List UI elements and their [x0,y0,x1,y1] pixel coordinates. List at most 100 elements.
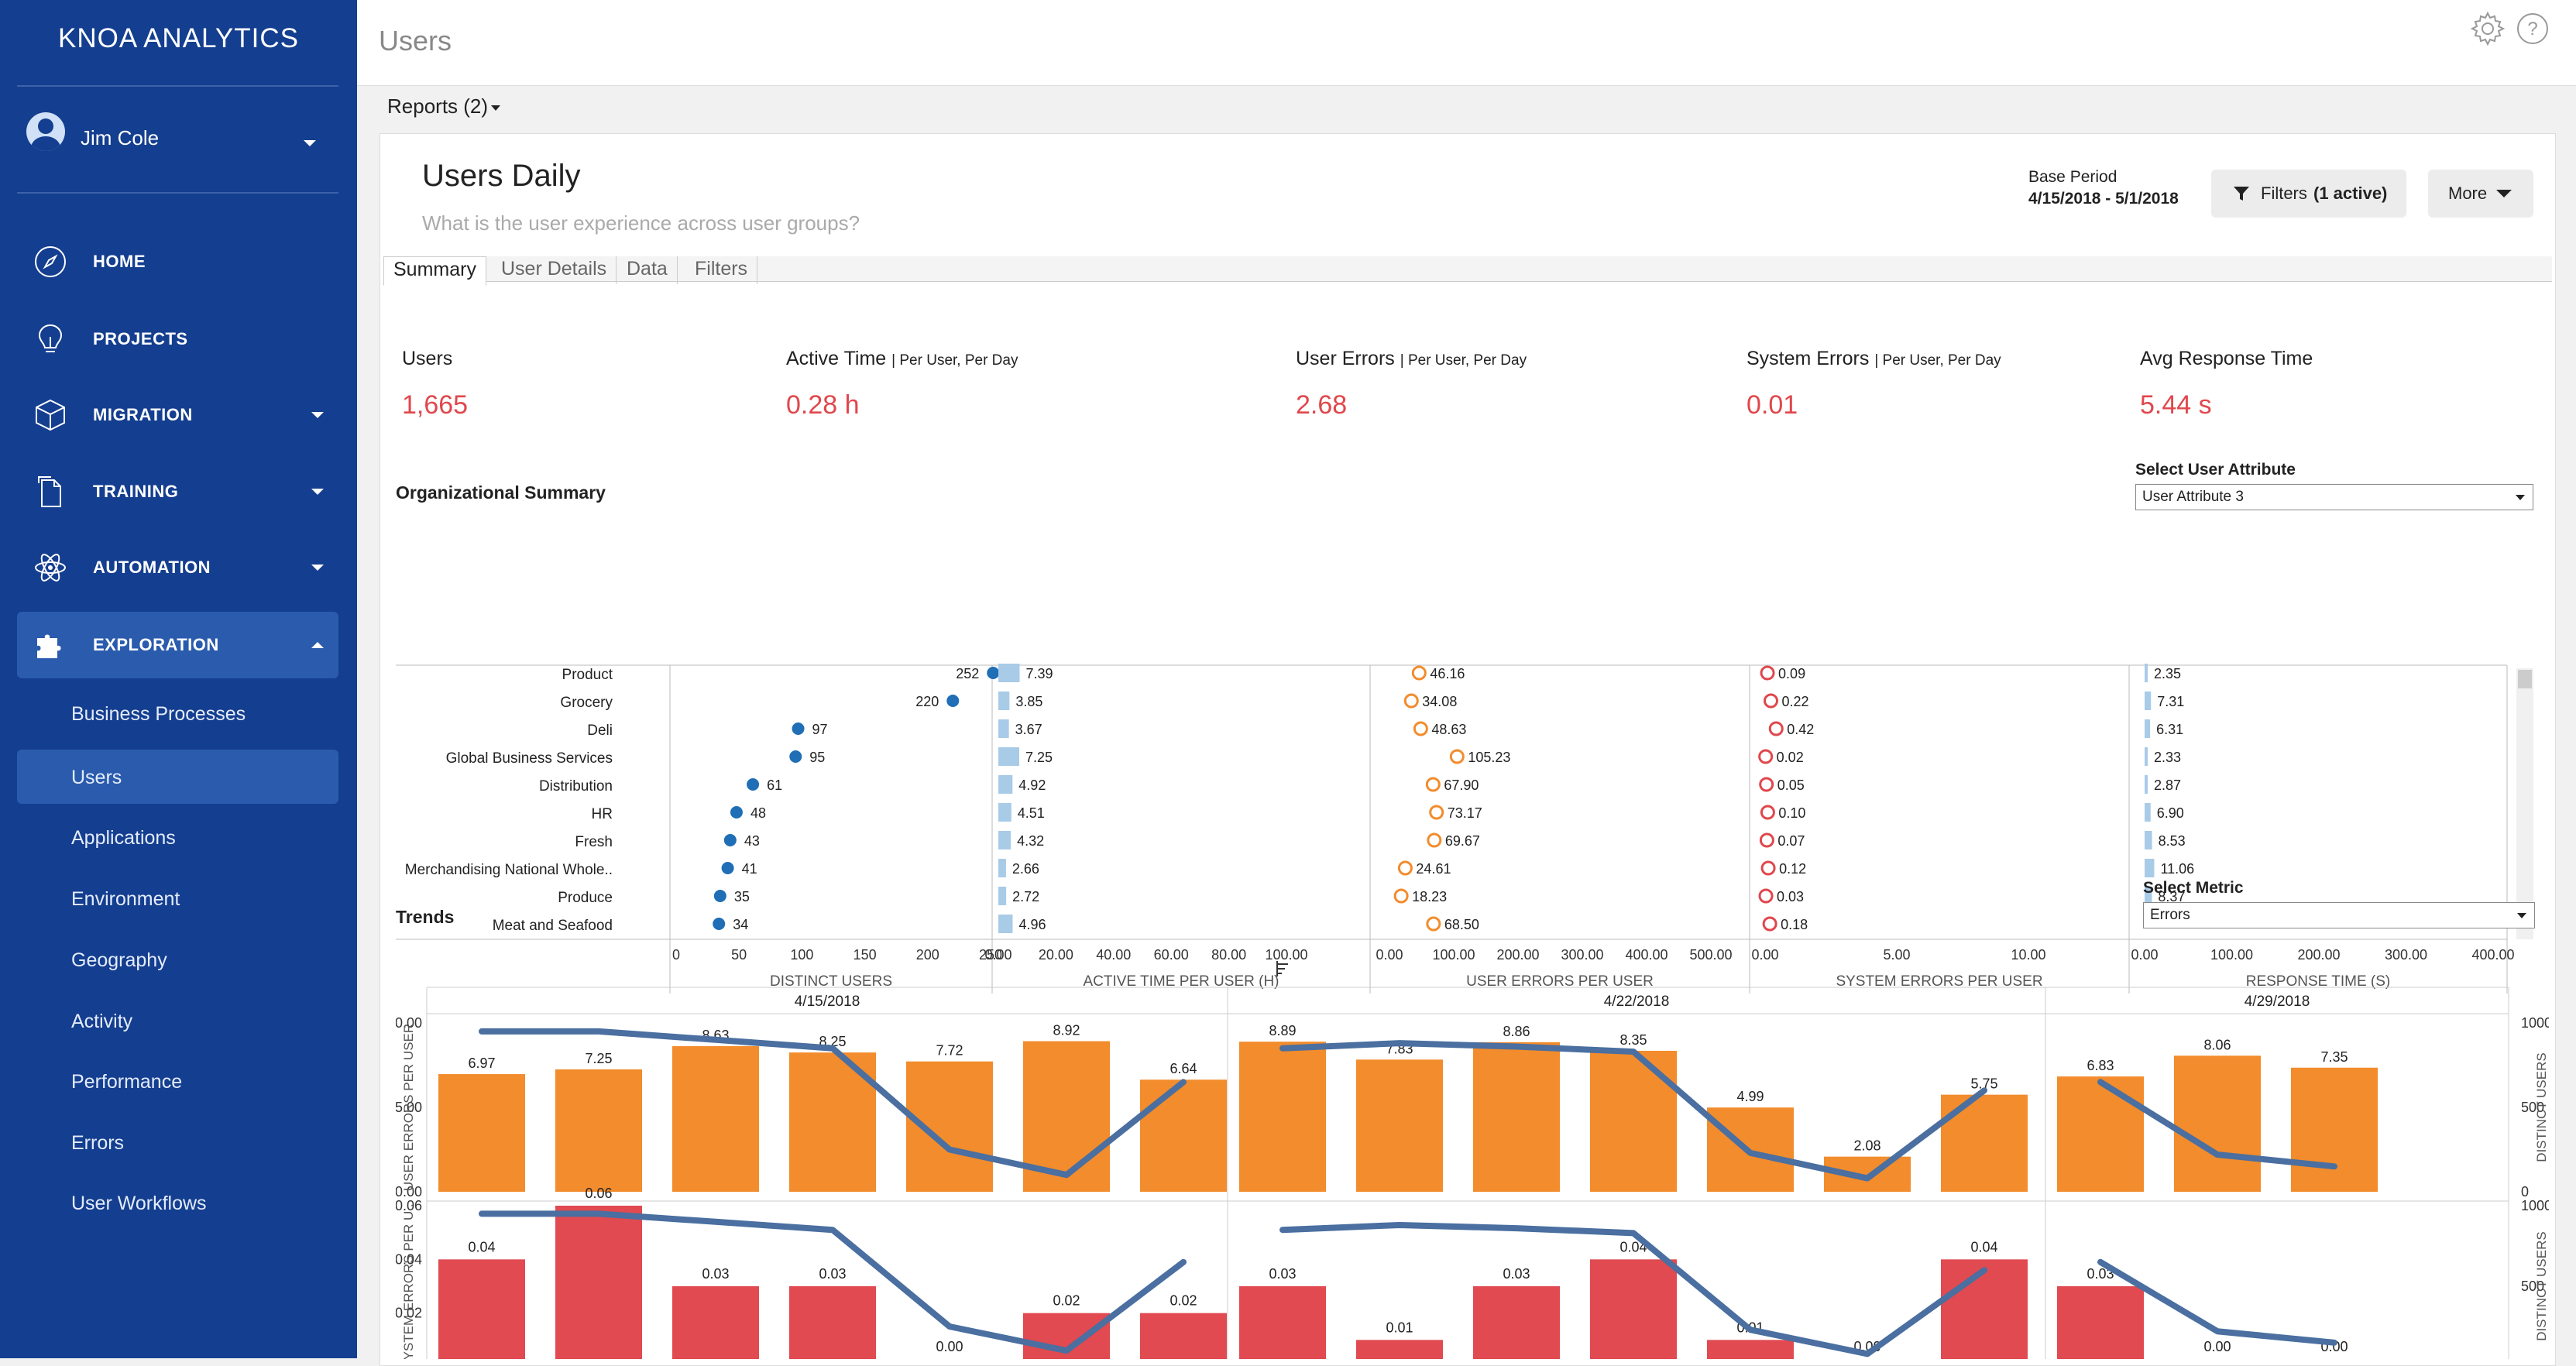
data-label: 0.05 [1777,777,1805,793]
org-summary-chart: Product Grocery Deli Global Business Servic… [396,664,2533,994]
data-point [1762,916,1777,932]
subnav-errors[interactable]: Errors [17,1115,338,1169]
category-label: Grocery [560,695,613,711]
data-label: 18.23 [1412,889,1447,904]
trend-bar [438,1259,525,1359]
category-label: Distribution [539,778,613,795]
scrollbar-thumb[interactable] [2518,670,2532,688]
compass-icon [35,246,66,277]
x-axis-label: SYSTEM ERRORS PER USER [1836,973,2042,990]
sort-icon [1276,961,1288,976]
chevron-down-icon [491,105,500,111]
filters-label: Filters [2261,184,2307,203]
reports-label: Reports (2) [387,94,489,118]
nav-exploration[interactable]: EXPLORATION [17,612,338,678]
kpi-label: System Errors | Per User, Per Day [1747,348,2001,369]
more-button[interactable]: More [2428,170,2533,218]
x-tick-label: 200.00 [1496,947,1539,963]
nav-migration[interactable]: MIGRATION [17,382,338,448]
filters-button[interactable]: Filters (1 active) [2211,170,2406,218]
bar-label: 7.25 [585,1051,612,1066]
trend-bar [2174,1055,2261,1192]
subnav-users[interactable]: Users [17,750,338,804]
user-menu[interactable]: Jim Cole [26,112,321,166]
user-attribute-select[interactable]: User Attribute 3 [2135,484,2533,510]
x-tick-label: 10.00 [2011,947,2045,963]
tab-user-details[interactable]: User Details [492,256,617,284]
data-label: 3.67 [1015,722,1042,737]
gear-icon[interactable] [2470,11,2506,46]
data-point [1760,860,1776,876]
subnav-applications[interactable]: Applications [17,810,338,864]
data-point [1758,888,1774,904]
nav-training[interactable]: TRAINING [17,458,338,525]
kpi-label: Active Time | Per User, Per Day [786,348,1018,369]
data-point [1758,749,1774,764]
bar-label: 0.04 [1619,1239,1647,1254]
x-tick-label: 0.00 [2131,947,2158,963]
kpi-label: Avg Response Time [2140,348,2313,369]
atom-icon [35,554,66,582]
org-summary-title: Organizational Summary [396,482,606,503]
subnav-label: Activity [71,1011,133,1032]
data-point [1759,832,1774,848]
data-label: 7.31 [2157,694,2184,709]
trend-bar [1941,1094,2028,1192]
x-tick-label: 400.00 [1625,947,1668,963]
data-point [1759,777,1774,792]
metric-select[interactable]: Errors [2143,902,2535,928]
data-label: 0.12 [1779,861,1806,877]
bar-label: 0.04 [1970,1239,1997,1254]
data-label: 8.37 [2158,889,2185,904]
y2-tick-label: 500 [2521,1100,2544,1115]
data-label: 2.33 [2154,750,2181,765]
data-point [1760,665,1775,681]
data-label: 0.09 [1778,666,1805,681]
kpi-value: 5.44 s [2140,390,2212,420]
data-label: 43 [744,833,760,849]
distinct-users-line [1279,1221,1987,1357]
data-point [946,695,960,707]
reports-dropdown[interactable]: Reports (2) [387,94,500,118]
bar-label: 8.89 [1269,1023,1296,1038]
data-bar [998,859,1006,877]
data-point [789,750,802,763]
tab-filters[interactable]: Filters [685,256,758,284]
bar-label: 8.06 [2203,1037,2231,1052]
data-label: 0.07 [1777,833,1805,849]
data-bar [998,887,1007,905]
tab-summary[interactable]: Summary [383,256,486,286]
data-label: 67.90 [1444,777,1479,793]
chevron-down-icon [304,140,316,146]
data-label: 61 [767,777,782,793]
divider [17,192,338,194]
x-tick-label: 100.00 [1432,947,1475,963]
nav-home[interactable]: HOME [17,228,338,295]
chevron-down-icon [2516,495,2525,500]
data-label: 41 [742,861,757,877]
subnav-environment[interactable]: Environment [17,871,338,925]
y2-axis-label: DISTINCT USERS [2534,1231,2549,1340]
x-tick-label: 20.00 [1039,947,1073,963]
tab-data[interactable]: Data [617,256,678,284]
nav-automation[interactable]: AUTOMATION [17,534,338,601]
subnav-performance[interactable]: Performance [17,1054,338,1108]
subnav-user-workflows[interactable]: User Workflows [17,1176,338,1230]
subnav-geography[interactable]: Geography [17,932,338,987]
y2-tick-label: 500 [2521,1278,2544,1294]
data-point [713,918,726,930]
trend-bar [1473,1042,1560,1192]
x-tick-label: 300.00 [1561,947,1603,963]
top-bar: Users ? [357,0,2576,86]
help-icon[interactable]: ? [2515,11,2550,46]
data-label: 2.66 [1012,861,1039,877]
bar-label: 7.72 [936,1043,963,1059]
nav-projects[interactable]: PROJECTS [17,306,338,372]
bar-label: 6.64 [1170,1061,1197,1076]
trend-bar [555,1069,642,1192]
svg-text:?: ? [2527,19,2537,39]
data-point [747,778,760,791]
subnav-activity[interactable]: Activity [17,994,338,1048]
category-label: Produce [558,890,613,906]
subnav-business-processes[interactable]: Business Processes [17,686,338,740]
